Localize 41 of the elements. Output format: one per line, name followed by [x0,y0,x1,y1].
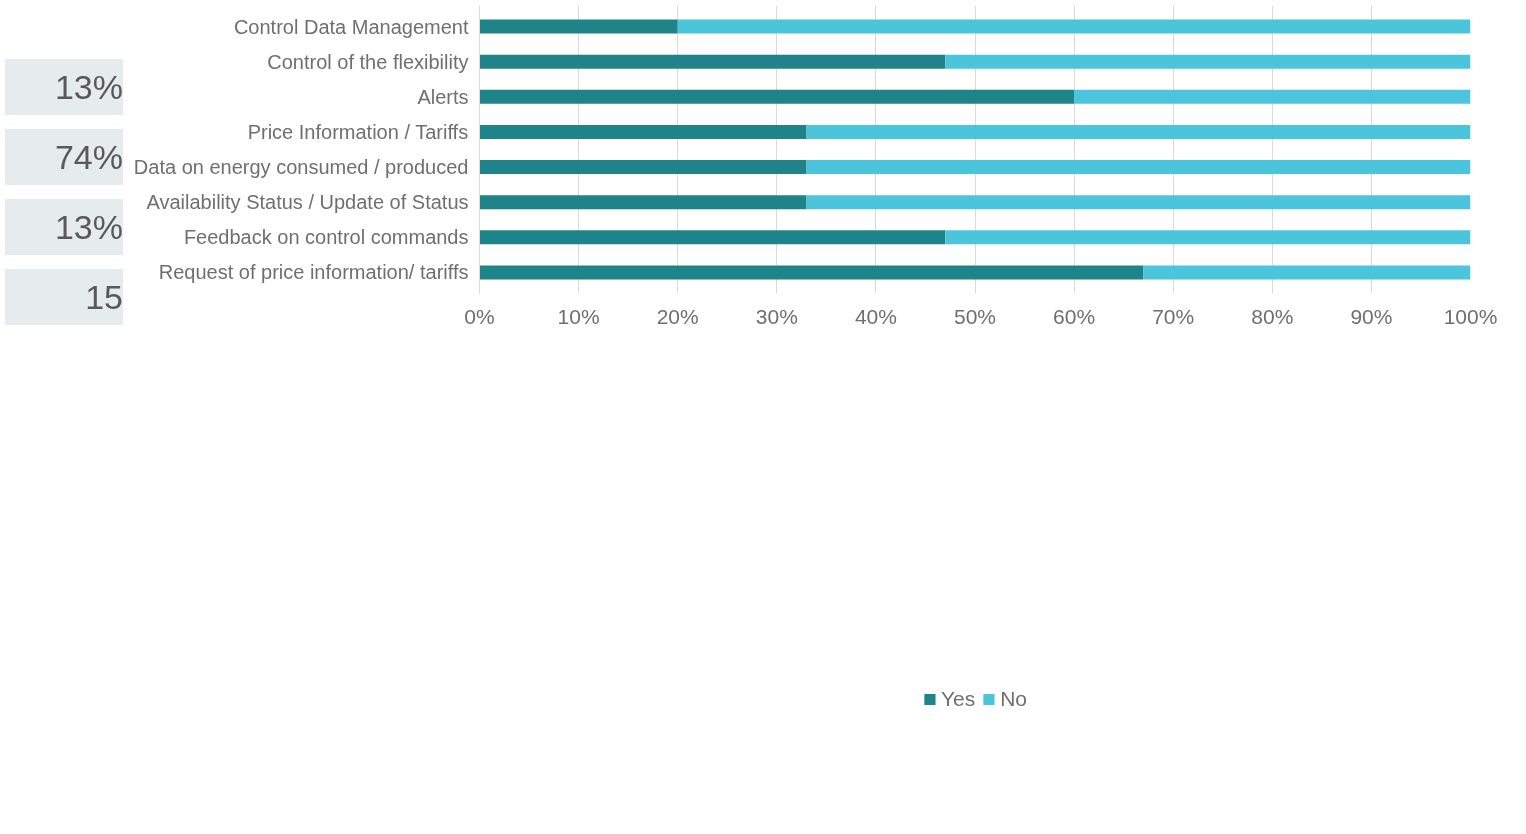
x-tick-label: 80% [1251,304,1294,328]
bar [479,19,678,34]
x-tick-label: 0% [464,304,495,328]
bar [806,195,1471,210]
x-tick-label: 10% [557,304,600,328]
y-tick-label: Control Data Management [233,15,469,38]
bar [479,54,946,69]
bar [479,195,807,210]
x-tick-label: 20% [656,304,699,328]
bar [1143,265,1471,280]
bar [479,89,1075,104]
y-tick-label: Feedback on control commands [183,226,469,249]
text: 74% [54,137,123,178]
y-tick-label: Data on energy consumed / produced [133,156,469,179]
bar [479,230,946,245]
y-tick-label: Control of the flexibility [267,50,469,73]
y-tick-label: Price Information / Tariffs [247,120,469,143]
x-tick-label: 60% [1053,304,1096,328]
legend-label: No [1000,687,1028,711]
x-tick-label: 70% [1152,304,1195,328]
bar [945,54,1471,69]
x-tick-label: 30% [755,304,798,328]
y-tick-label: Request of price information/ tariffs [158,261,469,284]
bar [806,160,1471,175]
x-tick-label: 40% [854,304,897,328]
bar [479,265,1144,280]
text: 13% [54,67,123,108]
y-tick-label: Availability Status / Update of Status [146,191,469,214]
bar [1074,89,1471,104]
y-tick-label: Alerts [417,85,469,108]
x-tick-label: 90% [1350,304,1393,328]
text: 15 [85,277,123,318]
bar [479,124,807,139]
text: 13% [54,207,123,248]
bar [677,19,1471,34]
x-tick-label: 100% [1443,304,1498,328]
bar [479,160,807,175]
bar [945,230,1471,245]
legend-label: Yes [940,687,976,711]
bar [806,124,1471,139]
x-tick-label: 50% [953,304,997,328]
